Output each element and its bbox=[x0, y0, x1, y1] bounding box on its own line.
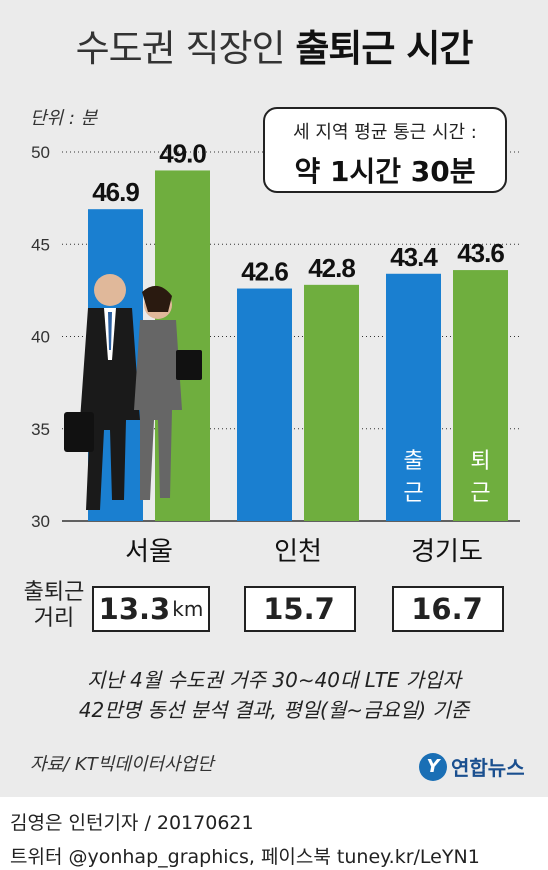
distance-box-gyeonggi: 16.7 bbox=[392, 586, 504, 632]
distance-box-incheon: 15.7 bbox=[244, 586, 356, 632]
y-tick-label: 45 bbox=[31, 235, 50, 254]
logo-name: 연합뉴스 bbox=[451, 756, 525, 780]
man-head bbox=[94, 274, 126, 306]
title-part1: 수도권 직장인 bbox=[75, 27, 286, 70]
business-people-illustration bbox=[64, 274, 202, 510]
briefcase-icon bbox=[64, 412, 94, 452]
yonhap-logo-icon: Y bbox=[419, 752, 447, 781]
title-part2: 출퇴근 시간 bbox=[295, 27, 473, 70]
distance-value: 15.7 bbox=[263, 592, 335, 626]
y-tick-label: 35 bbox=[31, 420, 50, 439]
data-label: 42.8 bbox=[308, 253, 355, 283]
source: 자료/ KT빅데이터사업단 bbox=[30, 754, 214, 775]
distance-box-seoul: 13.3 km bbox=[92, 586, 210, 632]
legend-label: 퇴 bbox=[470, 449, 490, 474]
x-tick-label: 서울 bbox=[125, 537, 173, 567]
distance-unit: km bbox=[172, 597, 204, 621]
bar bbox=[453, 270, 508, 521]
page-title: 수도권 직장인 출퇴근 시간 bbox=[0, 18, 548, 72]
folder-icon bbox=[176, 350, 202, 380]
note-line2: 42만명 동선 분석 결과, 평일(월∼금요일) 기준 bbox=[78, 698, 470, 722]
woman-body bbox=[134, 320, 182, 500]
data-label: 42.6 bbox=[241, 257, 288, 287]
distance-label: 출퇴근 거리 bbox=[23, 580, 85, 631]
x-tick-label: 경기도 bbox=[411, 537, 483, 567]
man-tie bbox=[108, 312, 112, 350]
bar bbox=[237, 288, 292, 521]
average-callout: 세 지역 평균 통근 시간 : 약 1시간 30분 bbox=[263, 107, 507, 193]
man-body bbox=[80, 308, 140, 510]
data-label: 46.9 bbox=[92, 177, 139, 207]
x-tick-label: 인천 bbox=[274, 537, 322, 567]
note-line1: 지난 4월 수도권 거주 30∼40대 LTE 가입자 bbox=[87, 668, 461, 692]
legend-label: 근 bbox=[403, 481, 423, 506]
unit-label: 단위 : 분 bbox=[30, 108, 98, 129]
y-tick-label: 50 bbox=[31, 143, 50, 162]
distance-value: 16.7 bbox=[411, 592, 483, 626]
credit-line1: 김영은 인턴기자 / 20170621 bbox=[10, 812, 254, 834]
y-tick-label: 40 bbox=[31, 328, 50, 347]
bar bbox=[304, 284, 359, 521]
data-label: 49.0 bbox=[159, 138, 206, 168]
distance-value: 13.3 bbox=[98, 592, 171, 626]
data-label: 43.4 bbox=[390, 242, 438, 272]
callout-line2: 약 1시간 30분 bbox=[294, 155, 476, 188]
bar bbox=[386, 273, 441, 521]
legend-label: 출 bbox=[403, 449, 423, 474]
woman-hair bbox=[142, 285, 172, 312]
yonhap-logo: Y 연합뉴스 bbox=[419, 752, 525, 781]
data-label: 43.6 bbox=[457, 238, 504, 268]
y-tick-label: 30 bbox=[31, 512, 50, 531]
legend-label: 근 bbox=[470, 481, 490, 506]
credit-line2: 트위터 @yonhap_graphics, 페이스북 tuney.kr/LeYN… bbox=[10, 846, 480, 868]
bar-chart: 30 35 40 45 50 46.9 49.0 서울 42.6 42.8 인천 43.4 43.6 경기… bbox=[31, 138, 520, 567]
callout-line1: 세 지역 평균 통근 시간 : bbox=[293, 122, 477, 143]
